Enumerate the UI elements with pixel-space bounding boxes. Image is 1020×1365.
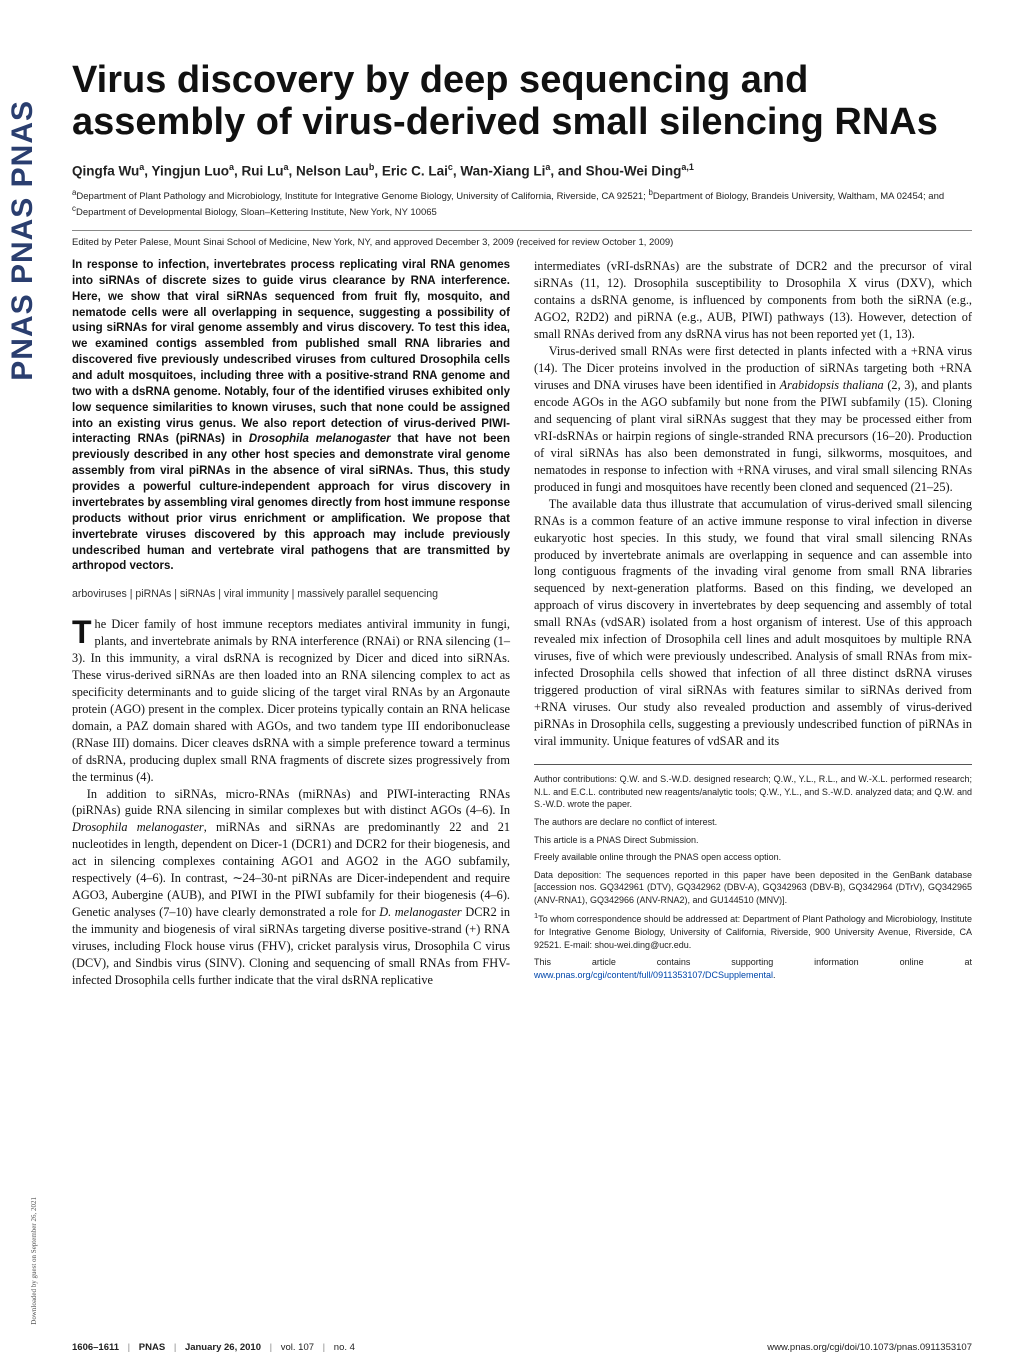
author-line: Qingfa Wua, Yingjun Luoa, Rui Lua, Nelso… [72,162,972,179]
fn-open-access: Freely available online through the PNAS… [534,851,972,864]
fn-correspondence: 1To whom correspondence should be addres… [534,911,972,951]
keywords: arboviruses | piRNAs | siRNAs | viral im… [72,587,510,602]
body-left: The Dicer family of host immune receptor… [72,616,510,989]
fn-supp-text: This article contains supporting informa… [534,957,972,967]
footer-vol: vol. 107 [281,1342,314,1353]
affiliations: aDepartment of Plant Pathology and Micro… [72,188,972,220]
two-column-body: In response to infection, invertebrates … [72,258,972,989]
footer-doi: www.pnas.org/cgi/doi/10.1073/pnas.091135… [767,1342,972,1353]
body-right: intermediates (vRI-dsRNAs) are the subst… [534,258,972,750]
footer-journal: PNAS [139,1342,165,1353]
pnas-sidebar-logo: PNAS PNAS PNAS [8,100,38,1305]
footnotes: Author contributions: Q.W. and S.-W.D. d… [534,764,972,981]
edited-by-line: Edited by Peter Palese, Mount Sinai Scho… [72,230,972,248]
fn-supp-link[interactable]: www.pnas.org/cgi/content/full/0911353107… [534,970,773,980]
fn-supplemental: This article contains supporting informa… [534,956,972,981]
footer-left: 1606–1611 | PNAS | January 26, 2010 | vo… [72,1342,355,1353]
download-note: Downloaded by guest on September 26, 202… [30,1197,38,1325]
footer-pages: 1606–1611 [72,1342,119,1353]
abstract: In response to infection, invertebrates … [72,258,510,575]
left-column: In response to infection, invertebrates … [72,258,510,989]
article-title: Virus discovery by deep sequencing and a… [72,60,972,144]
fn-author-contrib: Author contributions: Q.W. and S.-W.D. d… [534,773,972,811]
body-paragraph: Virus-derived small RNAs were first dete… [534,343,972,496]
body-paragraph: In addition to siRNAs, micro-RNAs (miRNA… [72,786,510,990]
fn-direct-submission: This article is a PNAS Direct Submission… [534,834,972,847]
footer-no: no. 4 [334,1342,355,1353]
body-paragraph: The Dicer family of host immune receptor… [72,616,510,786]
body-paragraph: The available data thus illustrate that … [534,496,972,751]
right-column: intermediates (vRI-dsRNAs) are the subst… [534,258,972,989]
fn-data-deposition: Data deposition: The sequences reported … [534,869,972,907]
page-footer: 1606–1611 | PNAS | January 26, 2010 | vo… [72,1342,972,1353]
page-content: Virus discovery by deep sequencing and a… [72,60,972,1335]
fn-supp-after: . [773,970,776,980]
footer-date: January 26, 2010 [185,1342,261,1353]
pnas-logo-text: PNAS PNAS PNAS [8,100,38,381]
body-paragraph: intermediates (vRI-dsRNAs) are the subst… [534,258,972,343]
fn-conflict: The authors are declare no conflict of i… [534,816,972,829]
